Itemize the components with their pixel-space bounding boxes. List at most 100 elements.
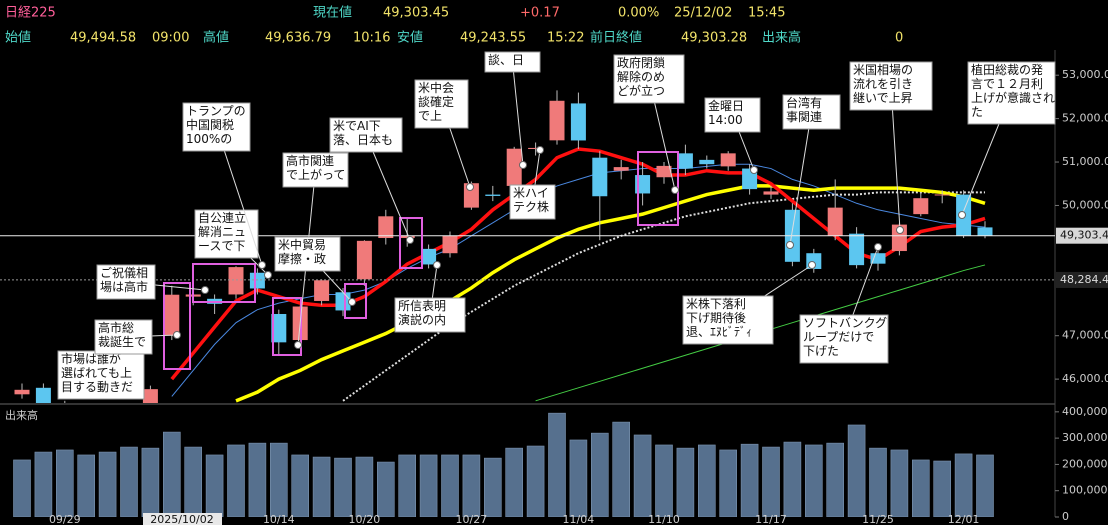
callout-point bbox=[294, 341, 302, 349]
candle-body bbox=[720, 153, 736, 167]
volume-bar bbox=[163, 431, 181, 517]
callout-point bbox=[201, 286, 209, 294]
header-text: 15:45 bbox=[748, 6, 785, 21]
callout-point bbox=[536, 146, 544, 154]
callout-text: テク株 bbox=[513, 199, 549, 214]
volume-bar bbox=[762, 446, 780, 517]
callout-text: 事関連 bbox=[786, 110, 822, 124]
callout-point bbox=[808, 261, 816, 269]
volume-bar bbox=[676, 447, 695, 517]
callout-text: 流れを引き bbox=[853, 77, 913, 91]
callout-text: 高市総 bbox=[98, 320, 134, 335]
callout-leader bbox=[512, 61, 524, 166]
callout-text: 政府閉鎖 bbox=[617, 55, 665, 70]
callout-point bbox=[258, 261, 266, 269]
candle-body bbox=[528, 147, 544, 150]
callout-text: ループだけで bbox=[803, 330, 874, 344]
callout-text: 米国相場の bbox=[853, 63, 913, 77]
price-marker-badge bbox=[1056, 227, 1108, 244]
callout-box bbox=[94, 319, 153, 355]
price-panel bbox=[0, 90, 1055, 403]
volume-bar bbox=[312, 456, 331, 517]
callout-text: 落、日本も bbox=[333, 133, 393, 147]
callout-text: 目する動きだ bbox=[61, 380, 133, 394]
moving-average-line bbox=[235, 184, 986, 403]
callout-text: 裁誕生で bbox=[98, 335, 146, 349]
volume-bar bbox=[612, 421, 631, 517]
volume-bar bbox=[740, 443, 759, 517]
axes: 49,303.4 48,284.4 46,000.0 47,000.0 50,000.0… bbox=[49, 68, 1108, 525]
highlight-box bbox=[399, 217, 423, 269]
volume-title: 出来高 bbox=[5, 408, 38, 422]
y-tick-label: 0 bbox=[1062, 510, 1069, 523]
header-text: 出来高 bbox=[762, 30, 801, 46]
volume-bar bbox=[334, 457, 352, 517]
callout-text: 植田総裁の発 bbox=[971, 62, 1043, 77]
callout-point bbox=[433, 261, 441, 269]
moving-average-line bbox=[342, 191, 985, 402]
x-tick-label: 11/10 bbox=[648, 513, 680, 525]
highlight-box bbox=[344, 283, 367, 319]
callout-box bbox=[414, 79, 469, 129]
header-text: 15:22 bbox=[547, 31, 584, 46]
volume-bar bbox=[205, 454, 224, 517]
header-text: 49,636.79 bbox=[265, 31, 331, 46]
candle-body bbox=[849, 233, 865, 266]
volume-bar bbox=[783, 441, 802, 517]
callout-text: 米でAI下 bbox=[333, 119, 381, 133]
volume-bar bbox=[655, 444, 673, 517]
header-text: 49,243.55 bbox=[460, 31, 526, 46]
callout-point bbox=[750, 166, 758, 174]
volume-bar bbox=[569, 439, 588, 517]
candle-body bbox=[870, 253, 886, 264]
callout-text: 米中貿易 bbox=[278, 237, 326, 252]
x-tick-label: 10/20 bbox=[349, 513, 381, 525]
candle-body bbox=[142, 389, 158, 403]
header-text: 0 bbox=[895, 31, 903, 46]
callout-box bbox=[613, 54, 685, 104]
candle-body bbox=[592, 157, 608, 197]
callout-point bbox=[896, 226, 904, 234]
callout-text: で上がって bbox=[286, 167, 345, 182]
y-tick-label: 200,000 bbox=[1062, 457, 1108, 470]
x-tick-label: 11/17 bbox=[755, 513, 787, 525]
callout-text: 所信表明 bbox=[398, 299, 446, 313]
callout-box bbox=[849, 61, 933, 111]
volume-bar bbox=[98, 451, 117, 517]
volume-bar bbox=[291, 454, 310, 517]
y-tick-label: 52,000.0 bbox=[1062, 112, 1108, 125]
x-tick-label: 2025/10/02 bbox=[150, 513, 213, 525]
volume-bar bbox=[120, 446, 138, 517]
volume-bar bbox=[933, 460, 952, 517]
x-tick-label: 10/27 bbox=[456, 513, 488, 525]
volume-bar bbox=[526, 445, 545, 517]
callout-box bbox=[509, 184, 556, 220]
callout-text: ソフトバンクグ bbox=[803, 316, 887, 330]
moving-average-line bbox=[171, 163, 986, 397]
candle-body bbox=[763, 191, 779, 195]
callout-text: 14:00 bbox=[708, 113, 743, 127]
candle-body bbox=[506, 148, 522, 186]
header-text: +0.17 bbox=[520, 6, 560, 21]
volume-bar bbox=[55, 449, 74, 517]
header-text: 前日終値 bbox=[590, 30, 642, 46]
callout-box bbox=[484, 51, 541, 73]
callout-text: 言で１２月利 bbox=[971, 77, 1043, 91]
volume-bar bbox=[77, 454, 95, 517]
volume-bar bbox=[483, 457, 502, 517]
highlight-box bbox=[192, 263, 256, 303]
highlight-box bbox=[163, 282, 191, 370]
x-tick-label: 12/01 bbox=[948, 513, 980, 525]
callout-text: 米株下落利 bbox=[686, 296, 746, 311]
volume-bar bbox=[954, 453, 973, 517]
volume-bar bbox=[719, 449, 738, 517]
callout-text: 場は高市 bbox=[100, 279, 148, 294]
callout-text: 解消ニュ bbox=[198, 225, 246, 239]
header-text: 49,303.28 bbox=[681, 31, 747, 46]
candle-body bbox=[699, 159, 715, 165]
callout-text: 金曜日 bbox=[708, 98, 744, 113]
callout-box bbox=[967, 61, 1056, 125]
candle-body bbox=[421, 248, 437, 265]
